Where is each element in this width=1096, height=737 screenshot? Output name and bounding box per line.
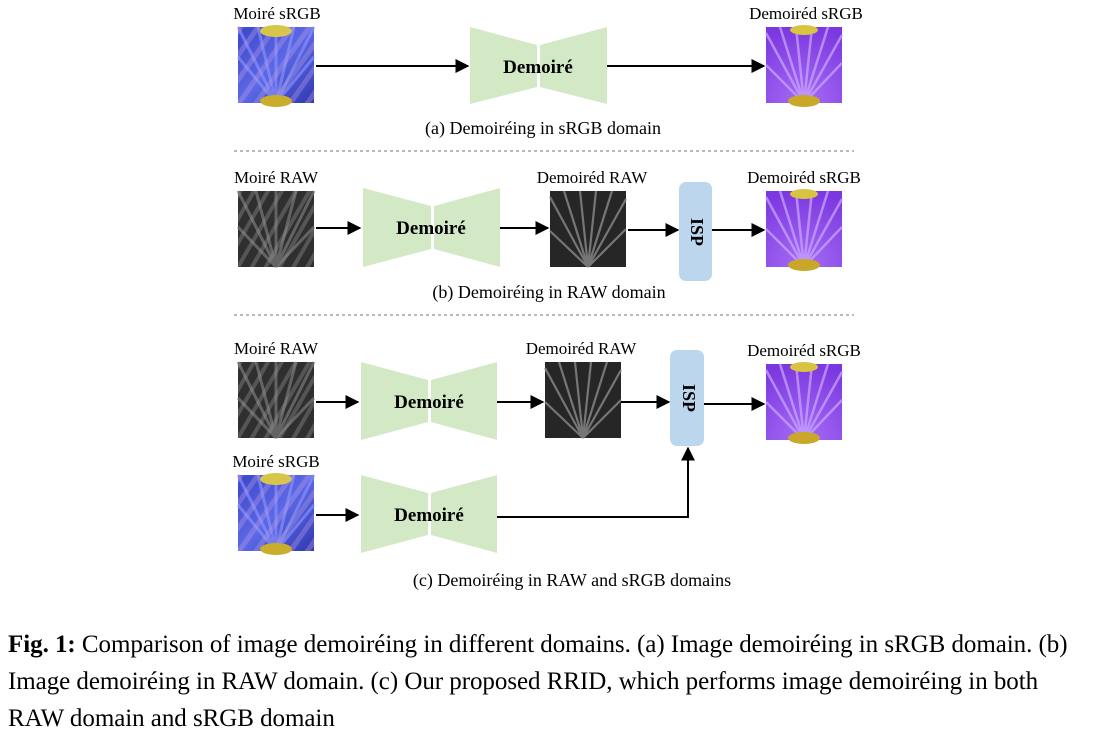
panel-a: Moiré sRGB Demoiré Demoiréd sRGB (a) Dem… <box>233 4 863 139</box>
label-moire-raw: Moiré RAW <box>234 168 319 187</box>
isp-block <box>679 182 712 281</box>
label-demoired-raw: Demoiréd RAW <box>526 339 637 358</box>
figure-caption: Fig. 1: Comparison of image demoiréing i… <box>8 626 1094 737</box>
isp-label: ISP <box>679 384 699 412</box>
demoired-raw-image <box>543 360 623 440</box>
label-demoired-srgb: Demoiréd sRGB <box>747 341 861 360</box>
panel-a-caption: (a) Demoiréing in sRGB domain <box>425 118 661 139</box>
panel-c: Moiré RAW Demoiré Demoiréd RAW ISP Demoi… <box>232 339 861 591</box>
demoired-srgb-image <box>764 360 844 446</box>
moire-raw-image <box>236 189 316 269</box>
panel-c-caption: (c) Demoiréing in RAW and sRGB domains <box>413 570 731 591</box>
arrow <box>497 446 695 518</box>
demoire-network-right <box>431 362 497 440</box>
label-moire-raw: Moiré RAW <box>234 339 319 358</box>
label-demoired-raw: Demoiréd RAW <box>537 168 648 187</box>
moire-raw-image <box>236 360 316 440</box>
demoire-label: Demoiré <box>503 57 573 78</box>
demoire-network-left <box>363 188 431 267</box>
moire-srgb-image <box>236 23 316 109</box>
moire-srgb-image <box>236 471 316 557</box>
label-demoired-srgb: Demoiréd sRGB <box>747 168 861 187</box>
figure-label: Fig. 1: <box>8 631 76 658</box>
demoire-network-right <box>434 188 500 267</box>
panel-b-caption: (b) Demoiréing in RAW domain <box>432 282 665 303</box>
isp-label: ISP <box>687 218 707 246</box>
label-moire-srgb: Moiré sRGB <box>233 4 320 23</box>
isp-block <box>670 350 704 446</box>
demoired-srgb-image <box>764 23 844 109</box>
label-demoired-srgb: Demoiréd sRGB <box>749 4 863 23</box>
demoire-label: Demoiré <box>394 392 464 413</box>
demoire-network-left <box>361 362 428 440</box>
demoire-network-right <box>540 27 607 104</box>
figure-caption-text: Comparison of image demoiréing in differ… <box>8 631 1068 732</box>
demoire-network-right <box>431 475 497 553</box>
demoire-network-left <box>470 27 537 104</box>
label-moire-srgb: Moiré sRGB <box>232 452 319 471</box>
demoire-network-left <box>361 475 428 553</box>
demoire-label: Demoiré <box>394 505 464 526</box>
demoired-raw-image <box>548 189 628 269</box>
panel-b: Moiré RAW Demoiré Demoiréd RAW ISP Demoi… <box>234 168 861 303</box>
figure-diagram: Moiré sRGB Demoiré Demoiréd sRGB (a) Dem… <box>232 4 863 591</box>
demoire-label: Demoiré <box>396 218 466 239</box>
demoired-srgb-image <box>764 187 844 273</box>
